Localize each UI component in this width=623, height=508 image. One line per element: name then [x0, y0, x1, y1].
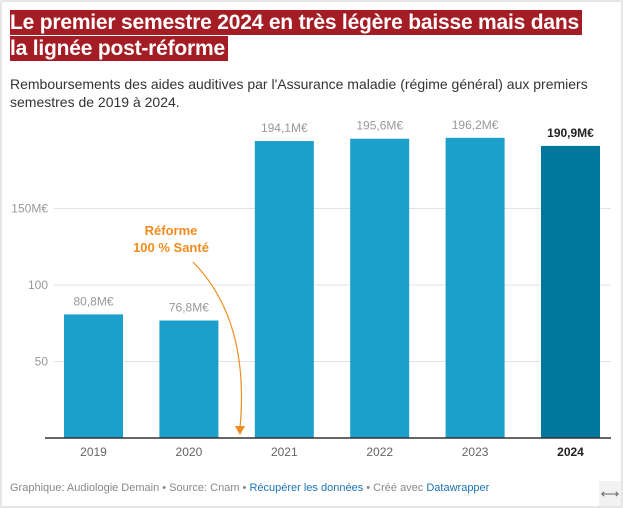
x-tick-label-2019: 2019	[80, 445, 107, 459]
footer-made-with: • Créé avec	[363, 482, 427, 494]
footer: Graphique: Audiologie Demain • Source: C…	[10, 482, 489, 494]
x-tick-label-2023: 2023	[462, 445, 489, 459]
y-tick-label: 150M€	[11, 202, 48, 216]
horizontal-arrows-icon[interactable]: ⟷	[599, 481, 621, 506]
x-tick-label-2020: 2020	[176, 445, 203, 459]
chart-subtitle: Remboursements des aides auditives par l…	[10, 76, 588, 110]
bar-2020	[159, 320, 219, 438]
bar-2023	[445, 137, 505, 438]
annotation-arrow	[192, 261, 243, 429]
footer-credit: Graphique: Audiologie Demain • Source: C…	[10, 482, 250, 494]
annotation-arrowhead	[235, 426, 245, 435]
datawrapper-link[interactable]: Datawrapper	[426, 482, 490, 494]
data-label-2019: 80,8M€	[73, 294, 113, 308]
download-data-link[interactable]: Récupérer les données	[249, 482, 364, 494]
y-tick-label: 100	[28, 278, 48, 292]
x-tick-label-2021: 2021	[271, 445, 298, 459]
x-tick-label-2024: 2024	[557, 445, 584, 459]
bar-2022	[350, 138, 410, 438]
x-tick-label-2022: 2022	[366, 445, 393, 459]
annotation-line1: Réforme	[145, 223, 198, 238]
data-label-2021: 194,1M€	[261, 121, 308, 135]
bar-2021	[254, 141, 314, 439]
data-label-2020: 76,8M€	[169, 300, 209, 314]
data-label-2023: 196,2M€	[452, 118, 499, 132]
data-label-2022: 195,6M€	[356, 119, 403, 133]
annotation-line2: 100 % Santé	[133, 240, 209, 255]
bar-2019	[64, 314, 123, 438]
bar-2024	[541, 145, 600, 438]
data-label-2024: 190,9M€	[547, 126, 594, 140]
y-tick-label: 50	[35, 355, 49, 369]
chart-title: Le premier semestre 2024 en très légère …	[10, 10, 600, 62]
